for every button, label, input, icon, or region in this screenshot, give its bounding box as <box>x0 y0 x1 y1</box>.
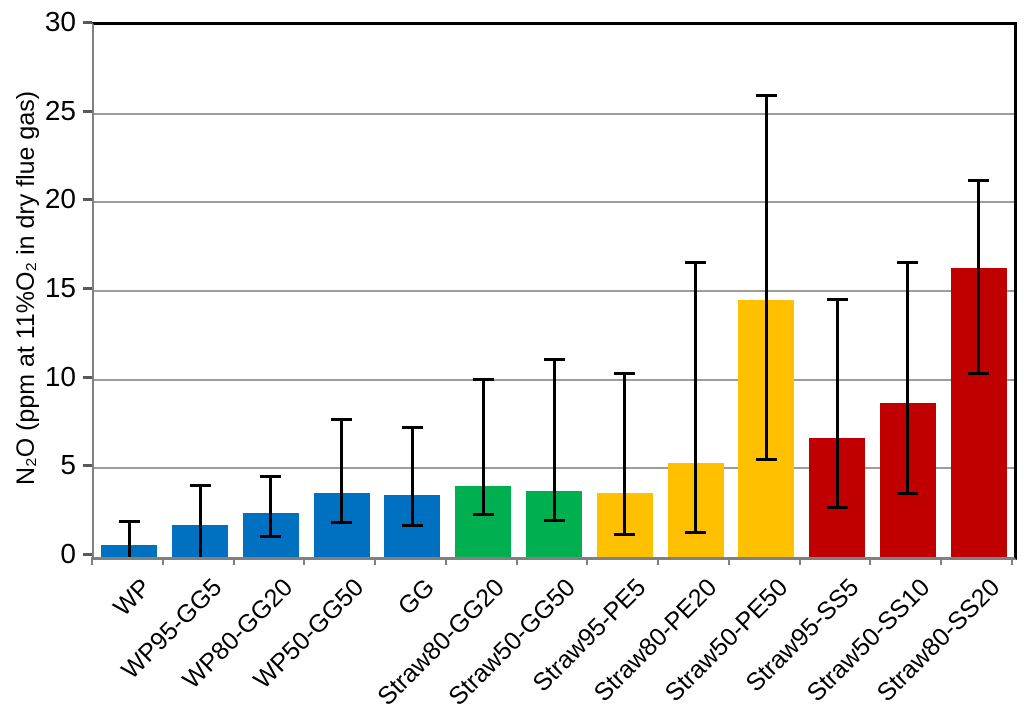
error-cap-bottom-Straw95-SS5 <box>826 506 848 510</box>
x-tick-1 <box>161 557 164 565</box>
error-bar-WP95-GG5 <box>198 486 202 557</box>
error-bar-GG <box>410 427 414 526</box>
error-cap-top-WP80-GG20 <box>260 475 282 479</box>
error-cap-top-Straw95-PE5 <box>614 372 636 376</box>
error-cap-top-Straw95-SS5 <box>826 297 848 301</box>
error-bar-Straw50-SS10 <box>906 262 910 494</box>
x-tick-label-Straw50-SS10: Straw50-SS10 <box>801 573 935 708</box>
error-bar-Straw50-GG50 <box>552 360 556 520</box>
error-bar-Straw95-SS5 <box>835 299 839 508</box>
error-bar-WP80-GG20 <box>269 477 273 536</box>
y-tick-5 <box>83 464 92 468</box>
y-tick-25 <box>83 109 92 113</box>
x-tick-3 <box>303 557 306 565</box>
x-tick-10 <box>798 557 801 565</box>
error-bar-WP <box>127 521 131 557</box>
error-cap-top-Straw80-PE20 <box>685 260 707 264</box>
error-bar-Straw80-SS20 <box>977 181 981 373</box>
x-tick-0 <box>91 557 93 565</box>
y-tick-label-20: 20 <box>44 183 76 215</box>
error-cap-top-GG <box>401 425 423 429</box>
error-cap-bottom-Straw80-GG20 <box>472 513 494 517</box>
x-tick-label-Straw50-GG50: Straw50-GG50 <box>443 573 582 712</box>
x-tick-5 <box>444 557 447 565</box>
x-tick-7 <box>586 557 589 565</box>
error-bar-WP50-GG50 <box>340 420 344 522</box>
error-cap-top-Straw50-PE50 <box>755 93 777 97</box>
x-tick-13 <box>1011 557 1013 565</box>
y-tick-label-0: 0 <box>60 538 76 569</box>
x-tick-11 <box>869 557 872 565</box>
error-cap-top-Straw80-SS20 <box>968 179 990 183</box>
y-tick-0 <box>83 553 92 556</box>
gridline-20 <box>94 201 1014 204</box>
x-tick-label-WP: WP <box>108 573 157 622</box>
error-cap-bottom-WP80-GG20 <box>260 534 282 538</box>
x-tick-6 <box>515 557 518 565</box>
y-tick-15 <box>83 287 92 290</box>
error-cap-bottom-Straw95-PE5 <box>614 532 636 536</box>
x-tick-8 <box>657 557 660 565</box>
y-tick-label-10: 10 <box>44 360 76 392</box>
error-cap-bottom-Straw50-GG50 <box>543 518 565 522</box>
error-cap-top-WP <box>118 519 140 523</box>
error-cap-top-WP50-GG50 <box>331 418 353 422</box>
error-cap-top-Straw80-GG20 <box>472 377 494 381</box>
y-tick-20 <box>83 198 92 202</box>
error-cap-bottom-Straw80-PE20 <box>685 531 707 535</box>
error-bar-Straw80-PE20 <box>694 262 698 533</box>
error-cap-bottom-GG <box>401 524 423 528</box>
x-tick-label-Straw80-SS20: Straw80-SS20 <box>871 573 1006 708</box>
error-cap-bottom-Straw80-SS20 <box>968 371 990 375</box>
gridline-15 <box>94 290 1014 292</box>
y-tick-label-5: 5 <box>60 449 76 481</box>
y-tick-30 <box>83 21 92 24</box>
y-tick-label-30: 30 <box>44 6 76 37</box>
error-bar-Straw50-PE50 <box>764 95 768 460</box>
plot-area <box>92 22 1017 560</box>
y-tick-10 <box>83 375 92 379</box>
error-cap-top-Straw50-GG50 <box>543 358 565 362</box>
x-tick-2 <box>232 557 235 565</box>
error-bar-Straw80-GG20 <box>481 379 485 515</box>
x-tick-label-GG: GG <box>392 573 440 621</box>
x-tick-label-Straw80-GG20: Straw80-GG20 <box>372 573 511 712</box>
error-cap-bottom-WP50-GG50 <box>331 520 353 524</box>
error-cap-bottom-Straw50-SS10 <box>897 492 919 496</box>
y-tick-label-25: 25 <box>44 94 76 126</box>
error-cap-bottom-Straw50-PE50 <box>755 458 777 462</box>
x-tick-9 <box>727 557 730 565</box>
x-tick-4 <box>374 557 377 565</box>
error-cap-top-WP95-GG5 <box>189 484 211 488</box>
x-tick-12 <box>940 557 943 565</box>
error-cap-top-Straw50-SS10 <box>897 260 919 264</box>
gridline-25 <box>94 112 1014 115</box>
error-bar-Straw95-PE5 <box>623 374 627 534</box>
y-tick-label-15: 15 <box>44 272 76 303</box>
